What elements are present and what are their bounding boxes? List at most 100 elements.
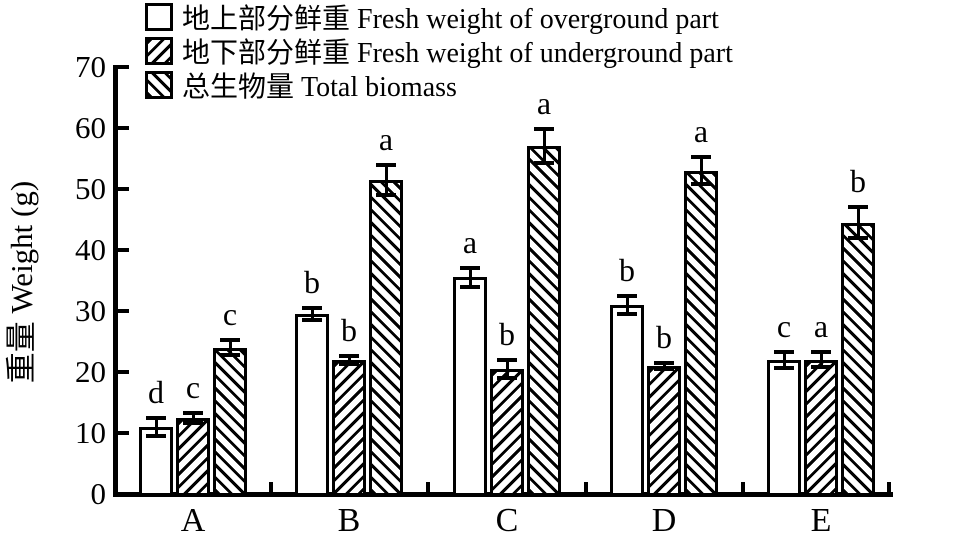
error-bar-cap-top <box>534 127 554 132</box>
error-bar-cap-top <box>497 357 517 362</box>
y-axis-tick-label: 0 <box>90 476 107 511</box>
significance-letter-total-A: c <box>222 296 238 333</box>
error-bar-cap-top <box>339 353 359 358</box>
error-bar-total-B <box>384 164 388 196</box>
error-bar-cap-bottom <box>497 376 517 381</box>
bar-total-D <box>684 170 718 496</box>
x-axis-category-label: E <box>810 502 832 539</box>
error-bar-cap-bottom <box>183 420 203 425</box>
y-axis-line <box>113 65 118 497</box>
error-bar-cap-top <box>848 205 868 210</box>
error-bar-cap-bottom <box>811 365 831 370</box>
error-bar-cap-bottom <box>534 161 554 166</box>
error-bar-underground-E <box>819 352 823 368</box>
significance-letter-underground-C: b <box>499 315 515 352</box>
error-bar-underground-A <box>191 412 195 423</box>
legend-label-overground: 地上部分鲜重 Fresh weight of overground part <box>182 4 719 35</box>
error-bar-cap-top <box>302 305 322 310</box>
bar-overground-B <box>295 314 329 496</box>
bar-underground-E <box>804 359 838 496</box>
bar-underground-B <box>332 359 366 496</box>
error-bar-overground-E <box>782 351 786 368</box>
significance-letter-total-E: b <box>850 163 866 200</box>
significance-letter-total-D: a <box>693 113 709 150</box>
error-bar-cap-bottom <box>774 365 794 370</box>
error-bar-cap-bottom <box>654 366 674 371</box>
error-bar-cap-top <box>376 162 396 167</box>
error-bar-overground-C <box>468 268 472 287</box>
error-bar-cap-top <box>617 293 637 298</box>
y-axis-tick-label: 20 <box>75 354 106 389</box>
error-bar-cap-bottom <box>146 434 166 439</box>
error-bar-cap-top <box>811 350 831 355</box>
error-bar-cap-bottom <box>376 193 396 198</box>
y-axis-tick-label: 60 <box>75 110 106 145</box>
x-axis-category-label: D <box>651 502 677 539</box>
error-bar-total-E <box>856 207 860 238</box>
y-axis-tick-label: 70 <box>75 49 106 84</box>
significance-letter-overground-B: b <box>304 263 320 300</box>
y-axis-tick <box>118 187 129 191</box>
x-axis-category-label: C <box>495 502 519 539</box>
y-axis-tick <box>118 370 129 374</box>
legend-swatch-forward-hatch-icon <box>145 37 173 65</box>
y-axis-tick-label: 40 <box>75 232 106 267</box>
error-bar-underground-C <box>505 359 509 379</box>
error-bar-cap-top <box>691 155 711 160</box>
significance-letter-overground-D: b <box>619 251 635 288</box>
bar-overground-D <box>610 304 644 496</box>
error-bar-cap-top <box>460 266 480 271</box>
significance-letter-underground-D: b <box>656 318 672 355</box>
legend-item-overground: 地上部分鲜重 Fresh weight of overground part <box>145 0 733 35</box>
error-bar-total-D <box>699 157 703 185</box>
x-axis-tick <box>887 482 891 492</box>
bar-total-B <box>369 179 403 496</box>
y-axis-tick <box>118 431 129 435</box>
error-bar-cap-top <box>654 360 674 365</box>
y-axis-tick-label: 10 <box>75 415 106 450</box>
error-bar-underground-B <box>347 355 351 365</box>
error-bar-cap-top <box>183 410 203 415</box>
y-axis-tick <box>118 248 129 252</box>
error-bar-cap-bottom <box>220 352 240 357</box>
bar-overground-C <box>453 277 487 496</box>
error-bar-cap-top <box>146 415 166 420</box>
bar-underground-C <box>490 368 524 496</box>
bar-underground-A <box>176 417 210 496</box>
x-axis-category-label: A <box>180 502 206 539</box>
bar-overground-E <box>767 359 801 496</box>
bar-total-C <box>527 146 561 496</box>
significance-letter-total-B: a <box>378 120 394 157</box>
bar-underground-D <box>647 365 681 496</box>
error-bar-cap-bottom <box>460 284 480 289</box>
significance-letter-overground-C: a <box>462 224 478 261</box>
significance-letter-total-C: a <box>536 85 552 122</box>
legend-swatch-plain-icon <box>145 3 173 31</box>
y-axis-tick <box>118 65 129 69</box>
error-bar-cap-bottom <box>617 312 637 317</box>
significance-letter-underground-E: a <box>813 308 829 345</box>
error-bar-cap-bottom <box>339 362 359 367</box>
significance-letter-underground-B: b <box>341 311 357 348</box>
legend-item-total: 总生物量 Total biomass <box>145 68 733 103</box>
y-axis-tick <box>118 126 129 130</box>
legend-label-total: 总生物量 Total biomass <box>182 72 457 103</box>
x-axis-category-label: B <box>337 502 361 539</box>
bar-total-A <box>213 347 247 496</box>
x-axis-tick <box>426 482 430 492</box>
y-axis-tick <box>118 309 129 313</box>
error-bar-total-A <box>228 340 232 355</box>
error-bar-cap-bottom <box>302 318 322 323</box>
significance-letter-underground-A: c <box>185 368 201 405</box>
legend-item-underground: 地下部分鲜重 Fresh weight of underground part <box>145 34 733 69</box>
x-axis-tick <box>269 482 273 492</box>
x-axis-tick <box>583 482 588 492</box>
x-axis-tick <box>740 482 745 492</box>
error-bar-cap-bottom <box>848 235 868 240</box>
error-bar-overground-D <box>625 295 629 315</box>
chart-legend: 地上部分鲜重 Fresh weight of overground part 地… <box>145 0 733 103</box>
y-axis-tick-label: 30 <box>75 293 106 328</box>
bar-total-E <box>841 222 875 496</box>
error-bar-cap-top <box>220 338 240 343</box>
